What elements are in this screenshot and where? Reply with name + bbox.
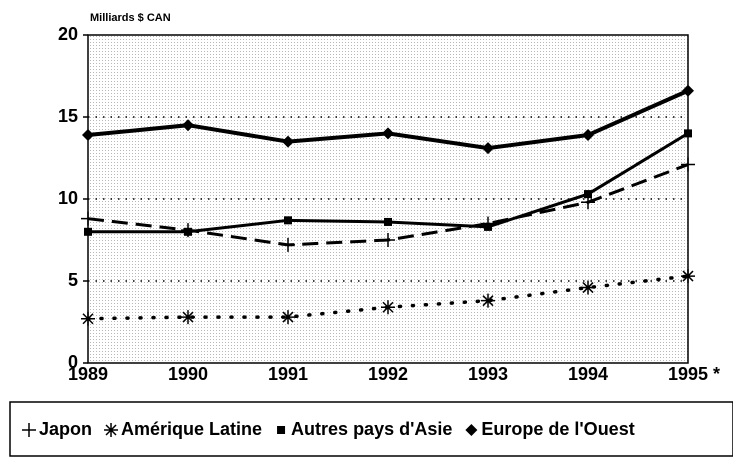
x-tick-label: 1991 xyxy=(268,364,308,384)
data-point xyxy=(482,142,494,155)
data-point xyxy=(182,119,194,132)
legend-label: Europe de l'Ouest xyxy=(481,419,634,439)
data-point xyxy=(284,216,292,225)
data-point xyxy=(384,217,392,226)
data-point xyxy=(381,233,395,247)
legend-label: Japon xyxy=(39,419,92,439)
data-point xyxy=(281,237,295,252)
data-point xyxy=(84,227,92,236)
x-tick-label: 1989 xyxy=(68,364,108,384)
legend-label: Autres pays d'Asie xyxy=(291,419,452,439)
data-point xyxy=(82,129,94,142)
data-point xyxy=(281,310,295,325)
data-point xyxy=(582,129,594,142)
data-point xyxy=(81,211,95,226)
legend-marker xyxy=(104,423,119,437)
data-point xyxy=(681,157,695,172)
data-point xyxy=(381,300,395,315)
data-point xyxy=(581,280,595,295)
y-tick-label: 0 xyxy=(68,352,78,372)
x-tick-label: 1990 xyxy=(168,364,208,384)
x-tick-label: 1995 * xyxy=(668,364,720,384)
y-tick-label: 15 xyxy=(58,106,78,126)
x-tick-label: 1992 xyxy=(368,364,408,384)
y-tick-label: 5 xyxy=(68,270,78,290)
data-point xyxy=(184,227,192,236)
legend-label: Amérique Latine xyxy=(121,419,262,439)
data-point xyxy=(682,84,694,97)
data-point xyxy=(282,135,294,148)
data-point xyxy=(484,222,492,231)
data-point xyxy=(181,310,195,325)
data-point xyxy=(681,269,695,284)
data-point xyxy=(481,293,495,308)
legend-marker xyxy=(465,424,478,436)
data-point xyxy=(684,129,692,138)
y-tick-label: 10 xyxy=(58,188,78,208)
y-tick-label: 20 xyxy=(58,24,78,44)
x-tick-label: 1993 xyxy=(468,364,508,384)
legend-marker xyxy=(22,423,36,437)
legend-marker xyxy=(277,426,286,434)
data-point xyxy=(81,311,95,326)
x-tick-label: 1994 xyxy=(568,364,608,384)
data-point xyxy=(382,127,394,140)
legend-box xyxy=(9,401,733,457)
data-point xyxy=(584,190,592,199)
y-axis-label: Milliards $ CAN xyxy=(90,12,171,24)
